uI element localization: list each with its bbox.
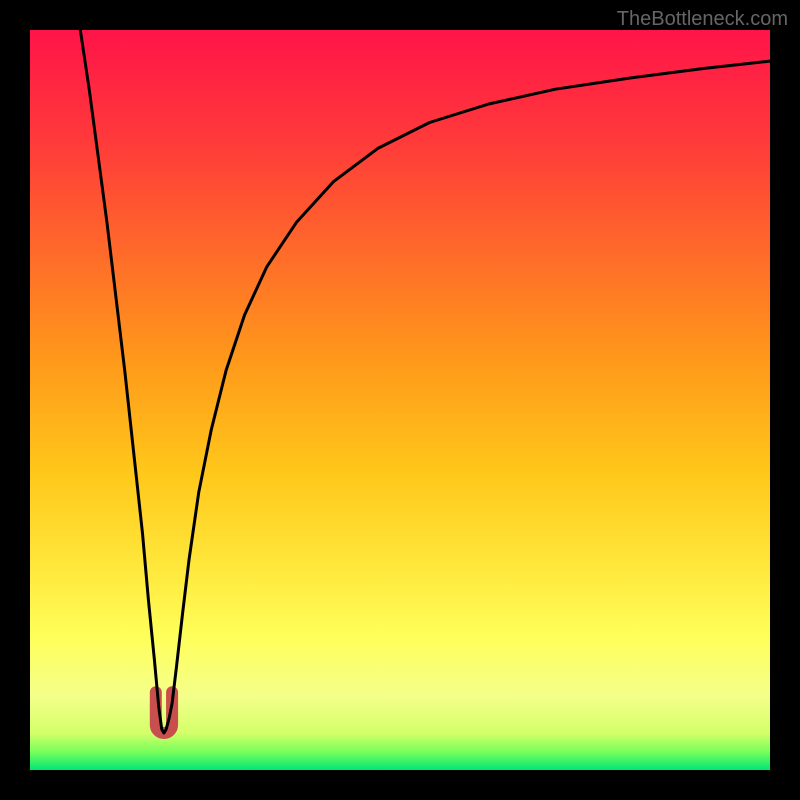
gradient-background	[30, 30, 770, 770]
chart-container: TheBottleneck.com	[0, 0, 800, 800]
bottleneck-curve-chart	[30, 30, 770, 770]
plot-area	[30, 30, 770, 770]
watermark-text: TheBottleneck.com	[617, 8, 788, 31]
